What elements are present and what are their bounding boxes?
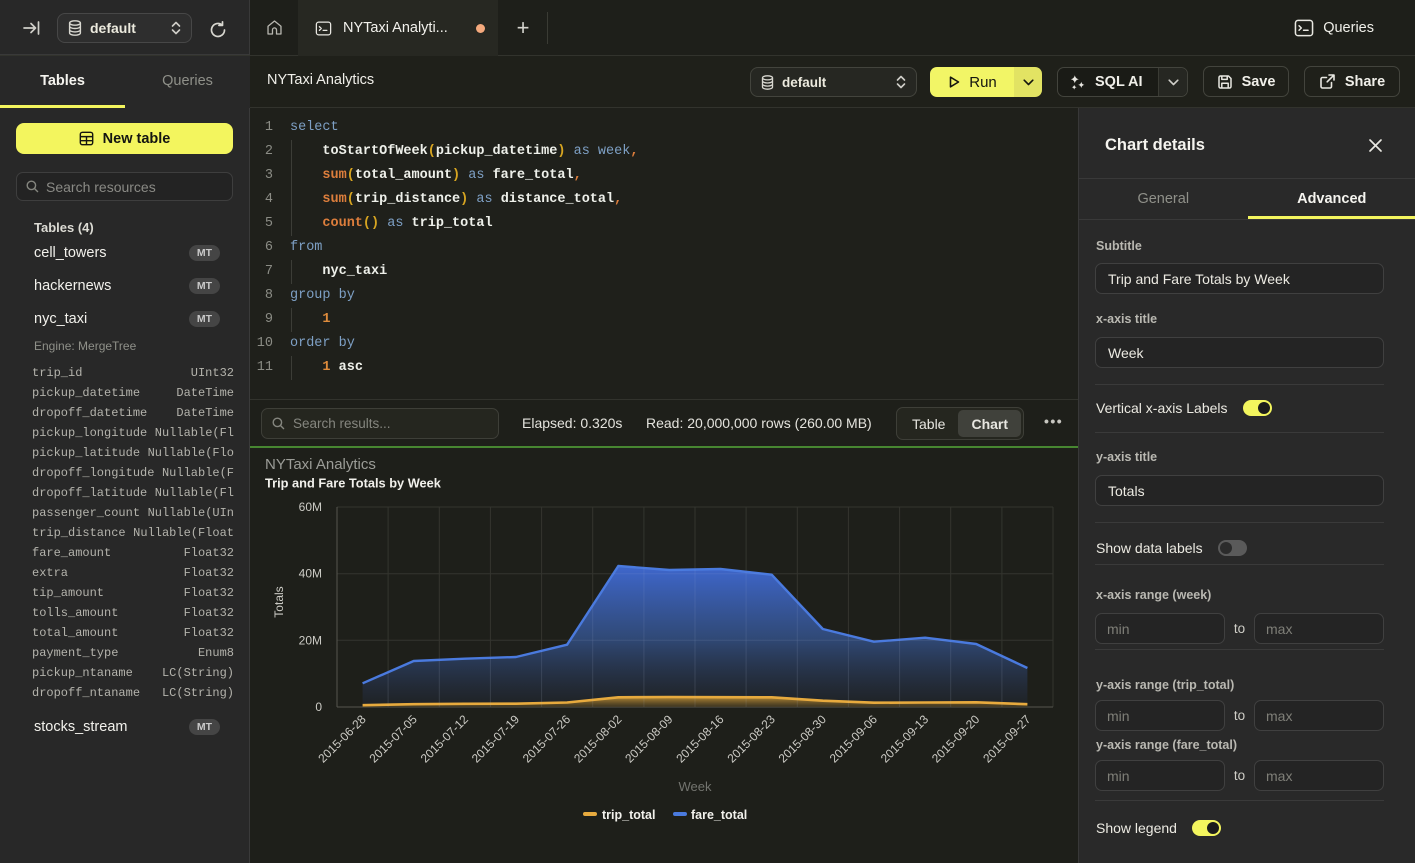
svg-text:40M: 40M (299, 567, 322, 581)
svg-text:2015-08-23: 2015-08-23 (725, 712, 779, 766)
svg-text:60M: 60M (299, 500, 322, 514)
svg-text:fare_total: fare_total (691, 808, 747, 822)
svg-text:2015-09-13: 2015-09-13 (878, 712, 932, 766)
svg-text:NYTaxi Analytics: NYTaxi Analytics (265, 456, 376, 473)
svg-text:2015-07-26: 2015-07-26 (520, 712, 574, 766)
svg-text:2015-09-06: 2015-09-06 (827, 712, 881, 766)
svg-text:trip_total: trip_total (602, 808, 655, 822)
svg-text:2015-06-28: 2015-06-28 (315, 712, 369, 766)
svg-text:2015-09-27: 2015-09-27 (980, 712, 1034, 766)
svg-text:2015-07-05: 2015-07-05 (367, 712, 421, 766)
svg-text:2015-08-09: 2015-08-09 (622, 712, 676, 766)
svg-text:Totals: Totals (272, 586, 286, 617)
svg-text:Trip and Fare Totals by Week: Trip and Fare Totals by Week (265, 476, 442, 491)
svg-text:Week: Week (679, 779, 712, 794)
svg-text:2015-09-20: 2015-09-20 (929, 712, 983, 766)
svg-text:20M: 20M (299, 633, 322, 647)
svg-text:2015-07-12: 2015-07-12 (418, 712, 472, 766)
svg-text:2015-07-19: 2015-07-19 (469, 712, 523, 766)
svg-text:2015-08-30: 2015-08-30 (776, 712, 830, 766)
svg-text:0: 0 (315, 700, 322, 714)
svg-text:2015-08-16: 2015-08-16 (673, 712, 727, 766)
svg-text:2015-08-02: 2015-08-02 (571, 712, 625, 766)
